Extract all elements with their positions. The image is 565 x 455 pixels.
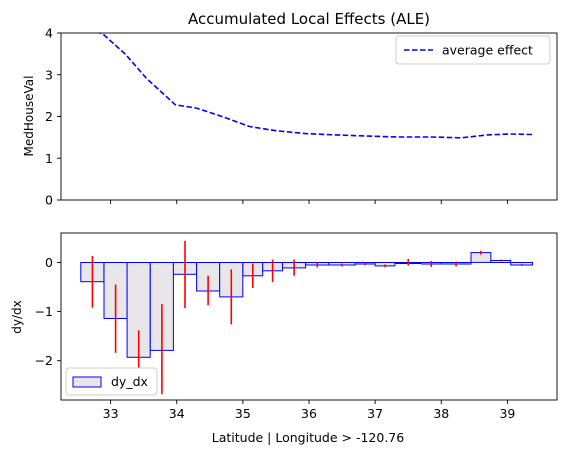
top-y-tick-label: 3 bbox=[45, 67, 53, 82]
top-y-axis-label: MedHouseVal bbox=[22, 76, 36, 157]
x-tick-label: 37 bbox=[367, 406, 383, 421]
top-y-tick-label: 1 bbox=[45, 151, 53, 166]
x-tick-label: 39 bbox=[499, 406, 515, 421]
top-y-tick-label: 0 bbox=[45, 193, 53, 208]
bottom-y-tick-label: −1 bbox=[35, 304, 53, 319]
bottom-y-axis-label: dy/dx bbox=[10, 300, 24, 333]
top-plot-area: 0 1 2 3 4 bbox=[45, 26, 558, 208]
chart-title: Accumulated Local Effects (ALE) bbox=[188, 10, 430, 28]
average-effect-line bbox=[97, 33, 533, 139]
x-tick-label: 35 bbox=[235, 406, 251, 421]
top-legend-box bbox=[395, 35, 551, 65]
bottom-y-tick-label: −2 bbox=[35, 353, 53, 368]
bottom-legend-box bbox=[65, 367, 158, 396]
ale-line-panel: Accumulated Local Effects (ALE) 0 1 2 3 4 Me… bbox=[22, 10, 558, 208]
bottom-plot-area: −2 −1 0 33 34 35 36 37 38 39 bbox=[35, 232, 558, 421]
bottom-y-tick-label: 0 bbox=[45, 255, 53, 270]
top-y-tick-label: 2 bbox=[45, 109, 53, 124]
x-axis-label: Latitude | Longitude > -120.76 bbox=[212, 430, 404, 445]
legend-label-dy-dx: dy_dx bbox=[111, 374, 148, 389]
legend-swatch-dy-dx bbox=[72, 376, 102, 388]
x-tick-label: 36 bbox=[301, 406, 317, 421]
dydx-bar-panel: −2 −1 0 33 34 35 36 37 38 39 dy/dx Latitude | Lon… bbox=[10, 232, 558, 445]
x-tick-label: 38 bbox=[433, 406, 449, 421]
top-legend: average effect bbox=[395, 35, 551, 65]
top-y-tick-label: 4 bbox=[45, 26, 53, 41]
x-tick-label: 34 bbox=[169, 406, 185, 421]
legend-label-average-effect: average effect bbox=[442, 43, 533, 58]
x-tick-label: 33 bbox=[103, 406, 119, 421]
bottom-legend: dy_dx bbox=[65, 367, 158, 396]
